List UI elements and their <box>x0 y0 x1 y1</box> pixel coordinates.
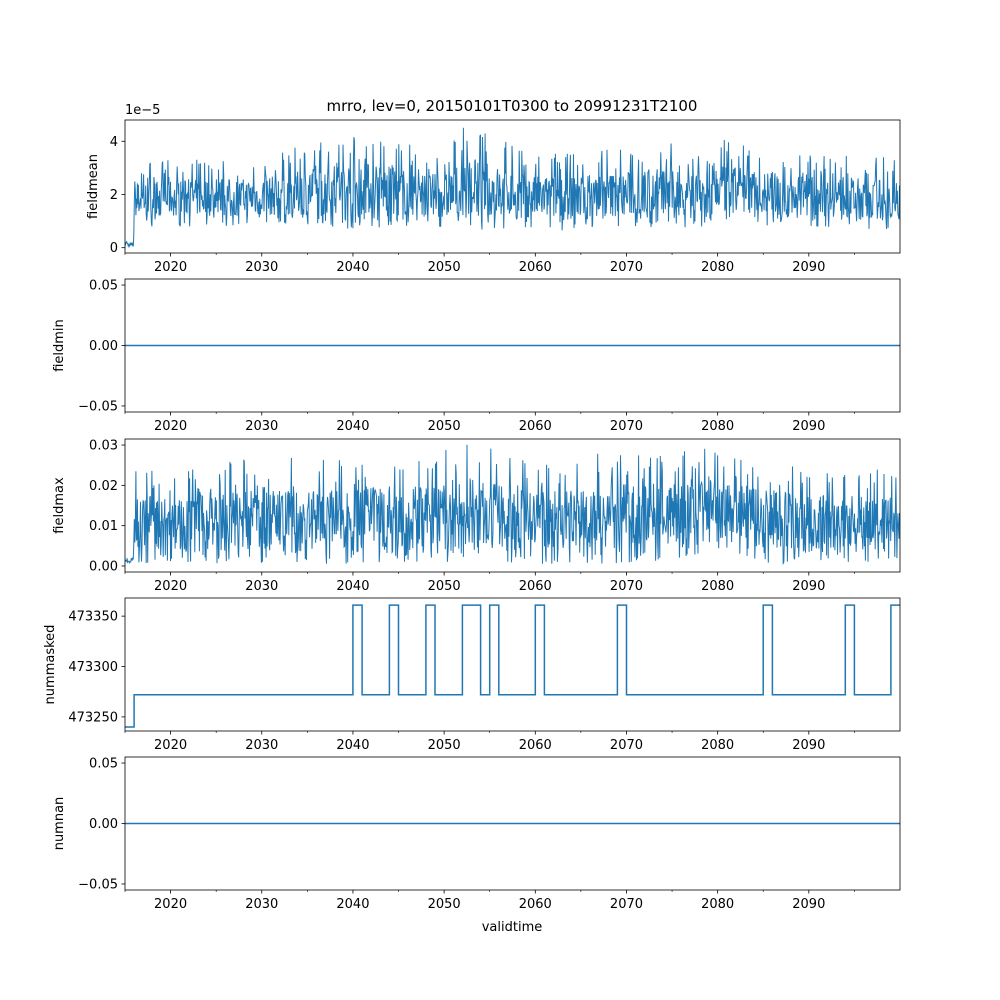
fieldmax-x-tick-label: 2030 <box>245 579 278 594</box>
panel-numnan: −0.05 0.00 0.05 2020 2030 2040 2050 2060 2070 208… <box>52 757 901 912</box>
fieldmin-x-tick-label: 2030 <box>245 419 278 434</box>
fieldmax-series-line <box>125 444 900 566</box>
fieldmean-x-tick-label: 2080 <box>701 260 734 275</box>
fieldmean-offset-text: 1e−5 <box>125 103 160 118</box>
numnan-x-tick-label: 2040 <box>336 897 369 912</box>
fieldmean-x-tick-label: 2060 <box>519 260 552 275</box>
nummasked-x-tick-label: 2080 <box>701 738 734 753</box>
subplots: 0 2 4 2020 2030 2040 2050 2060 2070 2080 2090 field… <box>43 103 901 912</box>
fieldmean-axes-frame <box>124 119 901 254</box>
fieldmean-x-tick-label: 2040 <box>336 260 369 275</box>
fieldmin-y-axis-label: fieldmin <box>52 319 67 372</box>
fieldmin-y-tick-label: 0.05 <box>89 279 118 294</box>
nummasked-y-axis-label: nummasked <box>43 625 58 705</box>
nummasked-x-tick-label: 2090 <box>792 738 825 753</box>
fieldmax-y-tick-label: 0.02 <box>89 479 118 494</box>
panel-fieldmin: −0.05 0.00 0.05 2020 2030 2040 2050 2060 2070 208… <box>52 279 901 434</box>
fieldmin-x-tick-label: 2050 <box>428 419 461 434</box>
x-axis-label: validtime <box>482 920 543 935</box>
fieldmin-x-tick-label: 2020 <box>154 419 187 434</box>
fieldmax-y-tick-label: 0.01 <box>89 519 118 534</box>
numnan-y-tick-label: 0.05 <box>89 757 118 772</box>
nummasked-x-tick-label: 2040 <box>336 738 369 753</box>
fieldmean-x-tick-label: 2090 <box>792 260 825 275</box>
fieldmax-axes-frame <box>124 438 901 573</box>
fieldmax-x-tick-label: 2020 <box>154 579 187 594</box>
numnan-y-tick-label: −0.05 <box>78 877 118 892</box>
nummasked-x-tick-label: 2070 <box>610 738 643 753</box>
fieldmax-x-tick-label: 2090 <box>792 579 825 594</box>
fieldmax-y-axis-label: fieldmax <box>52 477 67 534</box>
fieldmax-series-group <box>125 444 900 566</box>
fieldmax-y-tick-label: 0.03 <box>89 439 118 454</box>
numnan-x-tick-label: 2080 <box>701 897 734 912</box>
fieldmin-y-tick-label: −0.05 <box>78 399 118 414</box>
numnan-x-tick-label: 2020 <box>154 897 187 912</box>
fieldmean-series-line <box>125 127 900 249</box>
nummasked-y-tick-label: 473350 <box>68 610 118 625</box>
fieldmax-x-tick-label: 2060 <box>519 579 552 594</box>
numnan-x-tick-label: 2030 <box>245 897 278 912</box>
nummasked-y-tick-label: 473300 <box>68 660 118 675</box>
numnan-y-axis-label: numnan <box>52 797 67 851</box>
numnan-x-tick-label: 2090 <box>792 897 825 912</box>
nummasked-x-tick-label: 2030 <box>245 738 278 753</box>
figure-title: mrro, lev=0, 20150101T0300 to 20991231T2… <box>327 97 698 115</box>
fieldmin-y-tick-label: 0.00 <box>89 339 118 354</box>
fieldmin-x-tick-label: 2090 <box>792 419 825 434</box>
nummasked-x-tick-label: 2050 <box>428 738 461 753</box>
fieldmean-y-tick-label: 0 <box>110 241 118 256</box>
panel-fieldmax: 0.00 0.01 0.02 0.03 2020 2030 2040 2050 2060 2070… <box>52 438 901 594</box>
numnan-x-tick-label: 2070 <box>610 897 643 912</box>
fieldmean-x-tick-label: 2030 <box>245 260 278 275</box>
fieldmean-x-tick-label: 2050 <box>428 260 461 275</box>
fieldmin-x-tick-label: 2060 <box>519 419 552 434</box>
fieldmean-y-axis-label: fieldmean <box>86 154 101 219</box>
fieldmax-y-tick-label: 0.00 <box>89 559 118 574</box>
fieldmean-y-tick-label: 4 <box>110 135 118 150</box>
fieldmax-x-tick-label: 2080 <box>701 579 734 594</box>
nummasked-series-group <box>125 604 900 728</box>
fieldmax-x-tick-label: 2040 <box>336 579 369 594</box>
fieldmean-x-tick-label: 2020 <box>154 260 187 275</box>
fieldmin-x-tick-label: 2070 <box>610 419 643 434</box>
panel-nummasked: 473250 473300 473350 2020 2030 2040 2050 2060 20… <box>43 597 901 753</box>
nummasked-y-tick-label: 473250 <box>68 710 118 725</box>
numnan-y-tick-label: 0.00 <box>89 817 118 832</box>
fieldmin-x-tick-label: 2040 <box>336 419 369 434</box>
panel-fieldmean: 0 2 4 2020 2030 2040 2050 2060 2070 2080 2090 field… <box>86 103 901 275</box>
fieldmean-y-tick-label: 2 <box>110 188 118 203</box>
fieldmin-x-tick-label: 2080 <box>701 419 734 434</box>
nummasked-axes-frame <box>124 597 901 732</box>
nummasked-series-line <box>125 604 900 728</box>
numnan-x-tick-label: 2050 <box>428 897 461 912</box>
fieldmean-series-group <box>125 127 900 249</box>
nummasked-x-tick-label: 2020 <box>154 738 187 753</box>
numnan-x-tick-label: 2060 <box>519 897 552 912</box>
fieldmean-x-tick-label: 2070 <box>610 260 643 275</box>
fieldmax-x-tick-label: 2070 <box>610 579 643 594</box>
fieldmax-x-tick-label: 2050 <box>428 579 461 594</box>
nummasked-x-tick-label: 2060 <box>519 738 552 753</box>
